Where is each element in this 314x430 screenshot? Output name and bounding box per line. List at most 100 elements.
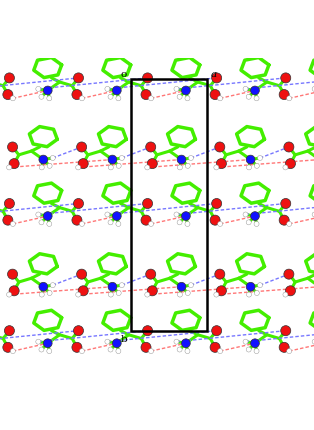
- Circle shape: [47, 97, 52, 101]
- Circle shape: [112, 212, 121, 221]
- Circle shape: [287, 97, 292, 101]
- Circle shape: [312, 87, 314, 92]
- Circle shape: [243, 339, 248, 344]
- Circle shape: [185, 291, 190, 296]
- Circle shape: [177, 156, 186, 165]
- Circle shape: [216, 286, 226, 296]
- Circle shape: [7, 166, 12, 171]
- Circle shape: [112, 339, 121, 348]
- Circle shape: [214, 292, 219, 298]
- Circle shape: [39, 156, 48, 165]
- Bar: [131, 80, 207, 332]
- Circle shape: [281, 74, 291, 84]
- Circle shape: [8, 270, 18, 280]
- Circle shape: [177, 166, 182, 171]
- Circle shape: [177, 95, 182, 100]
- Circle shape: [8, 143, 18, 153]
- Circle shape: [3, 90, 13, 100]
- Circle shape: [185, 164, 190, 169]
- Circle shape: [143, 199, 153, 209]
- Circle shape: [4, 326, 14, 336]
- Circle shape: [43, 212, 52, 221]
- Circle shape: [284, 143, 294, 153]
- Circle shape: [147, 159, 157, 169]
- Circle shape: [210, 343, 220, 353]
- Circle shape: [185, 349, 190, 354]
- Circle shape: [50, 156, 55, 161]
- Circle shape: [146, 143, 156, 153]
- Circle shape: [185, 97, 190, 101]
- Circle shape: [4, 199, 14, 209]
- Circle shape: [108, 283, 117, 292]
- Circle shape: [254, 97, 259, 101]
- Circle shape: [78, 159, 88, 169]
- Circle shape: [218, 97, 223, 101]
- Circle shape: [3, 343, 13, 353]
- Circle shape: [174, 339, 179, 344]
- Circle shape: [116, 291, 121, 296]
- Circle shape: [10, 222, 15, 227]
- Circle shape: [4, 74, 14, 84]
- Circle shape: [246, 283, 255, 292]
- Circle shape: [283, 166, 288, 171]
- Circle shape: [254, 291, 259, 296]
- Circle shape: [185, 222, 190, 227]
- Circle shape: [283, 292, 288, 298]
- Circle shape: [279, 90, 289, 100]
- Circle shape: [284, 270, 294, 280]
- Circle shape: [36, 212, 41, 218]
- Circle shape: [212, 199, 222, 209]
- Circle shape: [243, 87, 248, 92]
- Circle shape: [216, 159, 226, 169]
- Circle shape: [39, 347, 44, 352]
- Circle shape: [79, 97, 84, 101]
- Circle shape: [36, 87, 41, 92]
- Circle shape: [79, 349, 84, 354]
- Text: b: b: [121, 334, 127, 343]
- Circle shape: [285, 286, 295, 296]
- Circle shape: [285, 159, 295, 169]
- Circle shape: [246, 156, 255, 165]
- Circle shape: [188, 283, 193, 288]
- Circle shape: [215, 143, 225, 153]
- Circle shape: [149, 222, 154, 227]
- Circle shape: [39, 166, 44, 171]
- Circle shape: [281, 326, 291, 336]
- Circle shape: [9, 159, 19, 169]
- Circle shape: [47, 164, 52, 169]
- Circle shape: [246, 220, 251, 225]
- Circle shape: [243, 212, 248, 218]
- Circle shape: [251, 212, 259, 221]
- Circle shape: [287, 349, 292, 354]
- Circle shape: [246, 95, 251, 100]
- Circle shape: [143, 326, 153, 336]
- Circle shape: [116, 97, 121, 101]
- Circle shape: [146, 270, 156, 280]
- Circle shape: [7, 292, 12, 298]
- Circle shape: [72, 343, 82, 353]
- Circle shape: [181, 212, 190, 221]
- Circle shape: [43, 87, 52, 95]
- Circle shape: [77, 143, 87, 153]
- Circle shape: [76, 292, 81, 298]
- Circle shape: [105, 339, 110, 344]
- Circle shape: [3, 215, 13, 226]
- Circle shape: [246, 292, 252, 298]
- Circle shape: [47, 291, 52, 296]
- Circle shape: [141, 90, 151, 100]
- Circle shape: [177, 283, 186, 292]
- Circle shape: [246, 347, 251, 352]
- Circle shape: [72, 215, 82, 226]
- Circle shape: [181, 339, 190, 348]
- Text: o: o: [121, 70, 127, 79]
- Circle shape: [116, 349, 121, 354]
- Circle shape: [39, 283, 48, 292]
- Circle shape: [257, 156, 263, 161]
- Circle shape: [246, 166, 252, 171]
- Circle shape: [145, 166, 150, 171]
- Circle shape: [108, 220, 113, 225]
- Circle shape: [149, 97, 154, 101]
- Circle shape: [105, 212, 110, 218]
- Circle shape: [119, 283, 124, 288]
- Circle shape: [47, 222, 52, 227]
